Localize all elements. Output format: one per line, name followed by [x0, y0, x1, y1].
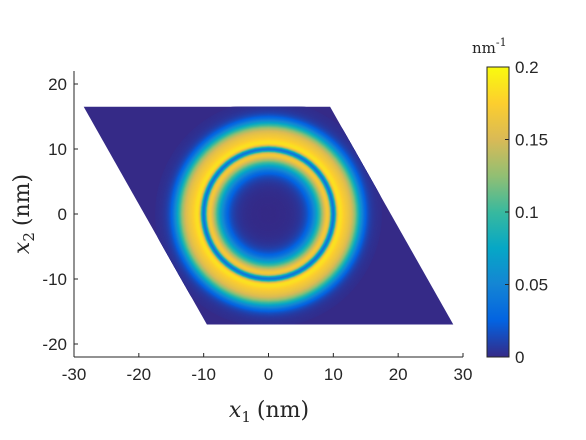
colorbar-tick-label: 0 — [515, 348, 524, 367]
y-ticks: -20 -10 0 10 20 — [42, 75, 78, 354]
colorbar-unit: nm-1 — [472, 36, 507, 57]
colorbar-ticks: 0 0.05 0.1 0.15 0.2 — [505, 58, 548, 367]
heatmap-rings — [155, 106, 382, 325]
x-tick-label: -20 — [127, 365, 152, 384]
y-tick-label: 0 — [58, 205, 67, 224]
heatmap-ring-band — [268, 213, 269, 215]
y-tick-label: -10 — [42, 270, 67, 289]
x-tick-label: 0 — [264, 365, 273, 384]
x-ticks: -30 -20 -10 0 10 20 30 — [62, 353, 473, 384]
colorbar-tick-label: 0.1 — [515, 203, 539, 222]
heatmap-domain — [83, 106, 454, 325]
x-tick-label: 10 — [324, 365, 343, 384]
colorbar-tick-label: 0.05 — [515, 276, 548, 295]
colorbar: 0 0.05 0.1 0.15 0.2 nm-1 — [472, 36, 548, 367]
y-tick-label: 20 — [48, 75, 67, 94]
x-tick-label: -10 — [191, 365, 216, 384]
colorbar-tick-label: 0.2 — [515, 58, 539, 77]
x-axis-label: x1 (nm) — [229, 398, 309, 426]
x-tick-label: -30 — [62, 365, 87, 384]
x-tick-label: 30 — [454, 365, 473, 384]
y-axis-label: x2(nm) — [10, 174, 38, 254]
y-tick-label: -20 — [42, 335, 67, 354]
y-tick-label: 10 — [48, 140, 67, 159]
x-tick-label: 20 — [389, 365, 408, 384]
plot-axes: -30 -20 -10 0 10 20 30 -20 -10 0 10 20 — [42, 71, 472, 384]
colorbar-tick-label: 0.15 — [515, 131, 548, 150]
